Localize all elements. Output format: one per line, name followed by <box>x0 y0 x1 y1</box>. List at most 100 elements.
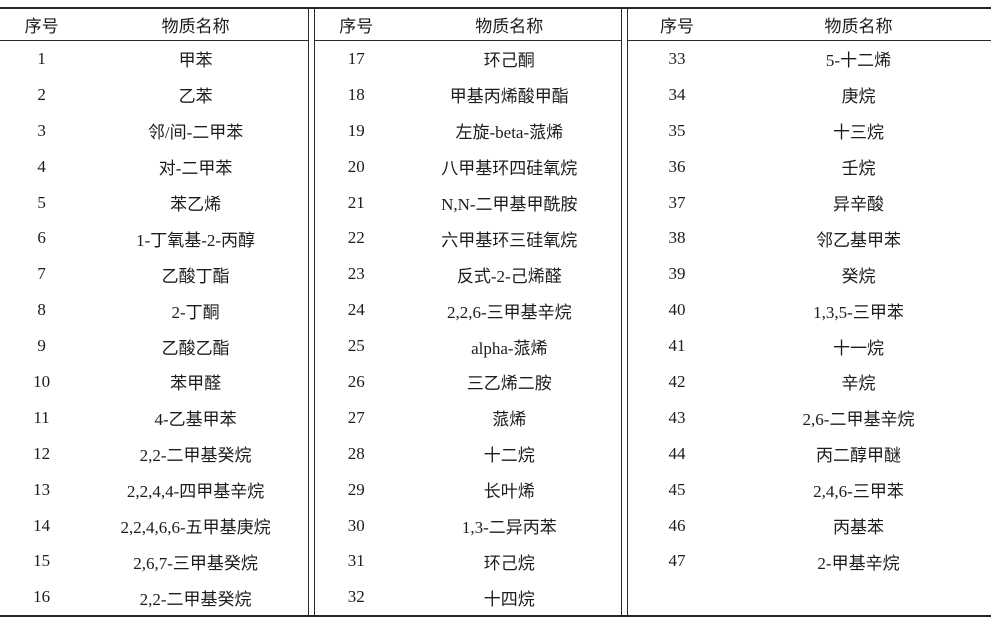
cell-substance-name: 丙基苯 <box>833 518 884 538</box>
cell-substance-name: 长叶烯 <box>483 482 535 502</box>
table-header: 序号 物质名称 <box>628 9 991 41</box>
cell-substance-name: 1-丁氧基-2-丙醇 <box>136 230 256 250</box>
cell-substance-name: 2,6-二甲基辛烷 <box>802 410 915 430</box>
cell-serial-number: 17 <box>347 48 365 68</box>
cell-substance-name: 十一烷 <box>833 338 884 358</box>
cell-substance-name: 八甲基环四硅氧烷 <box>441 159 578 179</box>
cell-substance-name: 5-十二烯 <box>825 51 892 71</box>
cell-serial-number: 39 <box>668 264 686 284</box>
cell-substance-name: 庚烷 <box>841 87 876 107</box>
substance-table-group-3: 序号 物质名称 33 5-十二烯 34 庚烷 35 十三烷 36 壬烷 37 异辛酸 38 邻乙基甲苯… <box>628 9 991 615</box>
table-row: 5 苯乙烯 <box>0 185 308 221</box>
substance-table-part-2: 序号 物质名称 17 环己酮 18 甲基丙烯酸甲酯 19 左旋-beta-蒎烯 20 八甲基环… <box>315 9 621 615</box>
cell-serial-number: 15 <box>33 551 51 571</box>
cell-serial-number: 28 <box>347 443 365 463</box>
cell-substance-name: 甲苯 <box>178 51 213 71</box>
table-row: 6 1-丁氧基-2-丙醇 <box>0 220 308 256</box>
cell-substance-name: 2,2,4,4-四甲基辛烷 <box>126 482 265 502</box>
cell-substance-name: 环己烷 <box>483 553 535 573</box>
cell-substance-name: 十四烷 <box>483 589 535 609</box>
cell-substance-name: N,N-二甲基甲酰胺 <box>441 195 578 214</box>
cell-serial-number: 42 <box>668 371 686 391</box>
table-row: 42 辛烷 <box>628 364 991 400</box>
cell-serial-number: 35 <box>668 120 686 140</box>
cell-substance-name: 乙苯 <box>178 87 213 107</box>
table-row: 34 庚烷 <box>628 77 991 113</box>
table-row: 12 2,2-二甲基癸烷 <box>0 436 308 472</box>
cell-substance-name: 甲基丙烯酸甲酯 <box>449 87 569 107</box>
cell-serial-number: 40 <box>668 300 686 320</box>
cell-serial-number: 1 <box>37 48 46 68</box>
cell-substance-name: 蒎烯 <box>492 410 527 430</box>
cell-substance-name: 2,2-二甲基癸烷 <box>139 589 252 609</box>
cell-substance-name: 2,2,4,6,6-五甲基庚烷 <box>120 518 271 538</box>
table-row: 4 对-二甲苯 <box>0 149 308 185</box>
cell-substance-name: 十二烷 <box>483 446 535 466</box>
cell-serial-number: 6 <box>37 228 46 248</box>
cell-substance-name: alpha-蒎烯 <box>471 338 548 358</box>
cell-substance-name: 邻乙基甲苯 <box>816 230 901 250</box>
cell-serial-number: 37 <box>668 192 686 212</box>
table-row: 40 1,3,5-三甲苯 <box>628 292 991 328</box>
table-row: 23 反式-2-己烯醛 <box>315 256 621 292</box>
table-row: 22 六甲基环三硅氧烷 <box>315 220 621 256</box>
cell-serial-number: 41 <box>668 336 686 356</box>
double-rule-divider <box>308 9 315 615</box>
header-row: 序号 物质名称 <box>315 9 621 41</box>
table-body: 33 5-十二烯 34 庚烷 35 十三烷 36 壬烷 37 异辛酸 38 邻乙基甲苯 39 癸烷 40 1,… <box>628 41 991 580</box>
cell-substance-name: 左旋-beta-蒎烯 <box>455 123 564 143</box>
substance-table-part-1: 序号 物质名称 1 甲苯 2 乙苯 3 邻/间-二甲苯 4 对-二甲苯 5 苯乙烯 6 1-丁氧基-2… <box>0 9 308 615</box>
cell-substance-name: 1,3,5-三甲苯 <box>813 302 904 322</box>
table-row: 45 2,4,6-三甲苯 <box>628 472 991 508</box>
table-header: 序号 物质名称 <box>315 9 621 41</box>
cell-substance-name: 辛烷 <box>841 374 876 394</box>
cell-substance-name: 乙酸丁酯 <box>161 266 230 286</box>
table-row: 17 环己酮 <box>315 41 621 77</box>
cell-serial-number: 31 <box>347 551 365 571</box>
cell-serial-number: 30 <box>347 515 365 535</box>
column-header-serial-number: 序号 <box>0 9 84 41</box>
table-row: 8 2-丁酮 <box>0 292 308 328</box>
column-header-substance-name: 物质名称 <box>83 9 308 41</box>
cell-serial-number: 10 <box>33 371 51 391</box>
substance-table-part-3: 序号 物质名称 33 5-十二烯 34 庚烷 35 十三烷 36 壬烷 37 异辛酸 38 邻乙基甲苯… <box>628 9 991 579</box>
cell-serial-number: 25 <box>347 336 365 356</box>
cell-substance-name: 丙二醇甲醚 <box>816 446 901 466</box>
table-row: 9 乙酸乙酯 <box>0 328 308 364</box>
cell-substance-name: 苯甲醛 <box>170 374 222 394</box>
table-row: 47 2-甲基辛烷 <box>628 543 991 579</box>
cell-serial-number: 3 <box>37 120 46 140</box>
cell-serial-number: 34 <box>668 84 686 104</box>
header-row: 序号 物质名称 <box>0 9 308 41</box>
table-row: 16 2,2-二甲基癸烷 <box>0 579 308 615</box>
cell-substance-name: 苯乙烯 <box>170 195 222 214</box>
table-row: 35 十三烷 <box>628 113 991 149</box>
cell-serial-number: 5 <box>37 192 46 212</box>
table-row: 7 乙酸丁酯 <box>0 256 308 292</box>
cell-serial-number: 26 <box>347 371 365 391</box>
cell-serial-number: 4 <box>37 156 46 176</box>
cell-substance-name: 十三烷 <box>833 123 884 143</box>
table-row: 33 5-十二烯 <box>628 41 991 77</box>
cell-substance-name: 六甲基环三硅氧烷 <box>441 230 578 250</box>
table-row: 32 十四烷 <box>315 579 621 615</box>
cell-serial-number: 13 <box>33 479 51 499</box>
cell-serial-number: 14 <box>33 515 51 535</box>
cell-substance-name: 2,2,6-三甲基辛烷 <box>446 302 572 322</box>
cell-serial-number: 18 <box>347 84 365 104</box>
cell-serial-number: 38 <box>668 228 686 248</box>
table-row: 44 丙二醇甲醚 <box>628 436 991 472</box>
table-row: 14 2,2,4,6,6-五甲基庚烷 <box>0 508 308 544</box>
table-row: 13 2,2,4,4-四甲基辛烷 <box>0 472 308 508</box>
table-header: 序号 物质名称 <box>0 9 308 41</box>
cell-serial-number: 16 <box>33 587 51 607</box>
table-body: 1 甲苯 2 乙苯 3 邻/间-二甲苯 4 对-二甲苯 5 苯乙烯 6 1-丁氧基-2-丙醇 7 乙酸丁酯… <box>0 41 308 616</box>
cell-serial-number: 23 <box>347 264 365 284</box>
cell-serial-number: 11 <box>33 407 50 427</box>
cell-serial-number: 9 <box>37 336 46 356</box>
column-header-substance-name: 物质名称 <box>726 9 991 41</box>
table-row: 36 壬烷 <box>628 149 991 185</box>
cell-substance-name: 2,6,7-三甲基癸烷 <box>133 553 258 573</box>
cell-serial-number: 22 <box>347 228 365 248</box>
